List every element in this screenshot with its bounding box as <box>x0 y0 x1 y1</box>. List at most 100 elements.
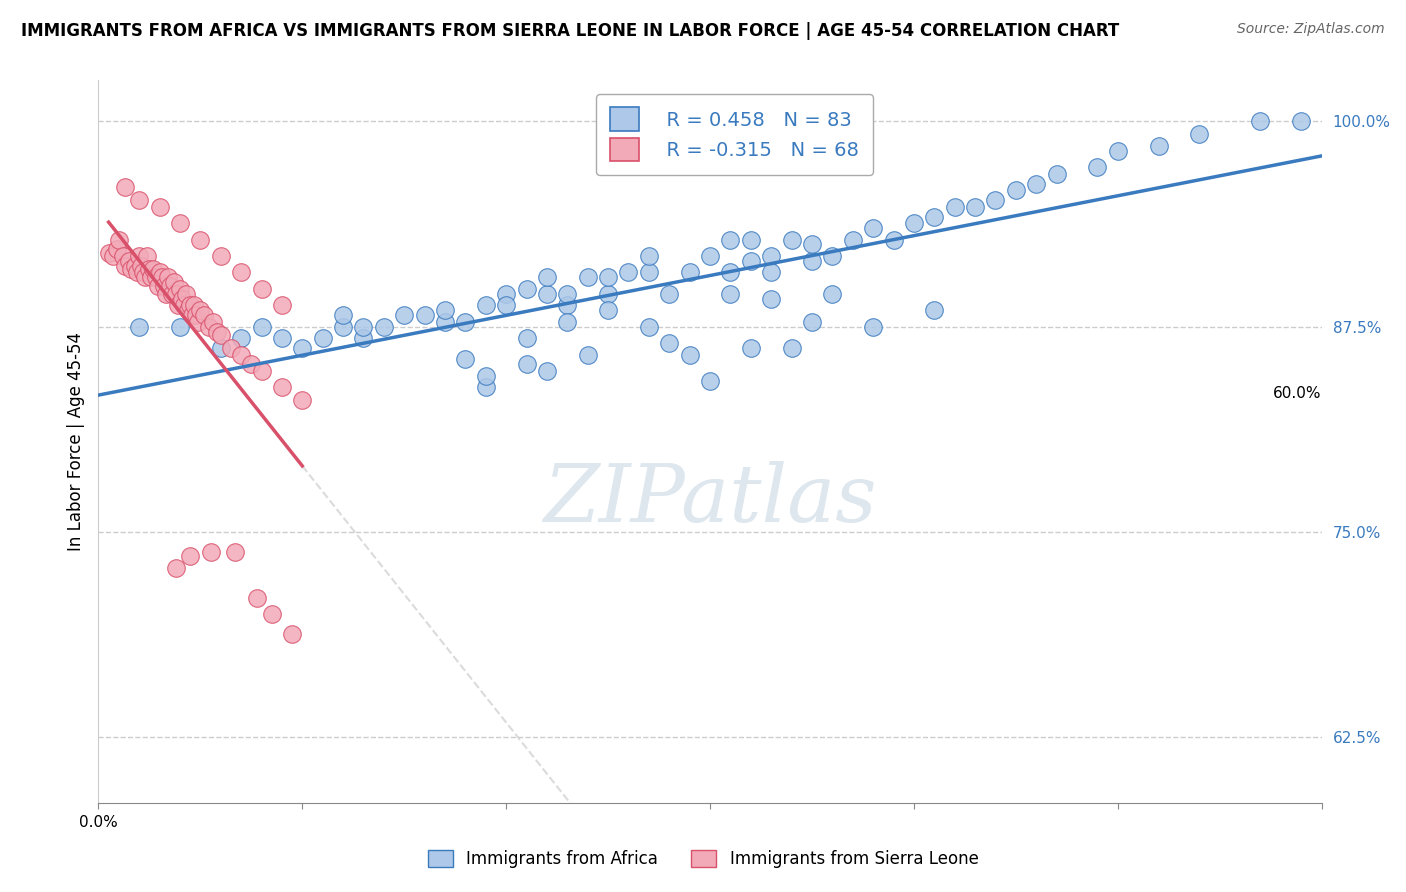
Point <box>658 286 681 301</box>
Point <box>155 286 177 301</box>
Point <box>201 315 224 329</box>
Point <box>495 286 517 301</box>
Point <box>780 233 803 247</box>
Point <box>281 626 304 640</box>
Point <box>392 308 416 322</box>
Point <box>740 233 762 247</box>
Legend:   R = 0.458   N = 83,   R = -0.315   N = 68: R = 0.458 N = 83, R = -0.315 N = 68 <box>596 94 873 175</box>
Point <box>179 549 201 564</box>
Point <box>658 336 681 351</box>
Point <box>177 303 200 318</box>
Point <box>97 245 120 260</box>
Legend: Immigrants from Africa, Immigrants from Sierra Leone: Immigrants from Africa, Immigrants from … <box>420 843 986 875</box>
Point <box>598 286 620 301</box>
Point <box>1004 183 1026 197</box>
Point <box>474 380 498 394</box>
Point <box>801 315 824 329</box>
Point <box>145 270 167 285</box>
Point <box>124 259 146 273</box>
Point <box>128 193 150 207</box>
Point <box>149 265 172 279</box>
Point <box>555 298 579 312</box>
Point <box>179 298 201 312</box>
Point <box>943 200 966 214</box>
Point <box>250 282 273 296</box>
Point <box>598 303 620 318</box>
Point <box>516 282 538 296</box>
Point <box>718 233 742 247</box>
Point <box>352 331 374 345</box>
Point <box>536 286 558 301</box>
Point <box>270 380 294 394</box>
Point <box>922 303 945 318</box>
Point <box>516 331 538 345</box>
Point <box>576 270 599 285</box>
Point <box>740 253 762 268</box>
Point <box>231 347 253 361</box>
Text: Source: ZipAtlas.com: Source: ZipAtlas.com <box>1237 22 1385 37</box>
Point <box>841 233 863 247</box>
Point <box>536 270 558 285</box>
Point <box>146 278 169 293</box>
Point <box>1025 177 1047 191</box>
Point <box>118 253 141 268</box>
Point <box>231 265 253 279</box>
Point <box>134 270 156 285</box>
Point <box>128 249 150 263</box>
Point <box>167 298 190 312</box>
Point <box>101 249 124 263</box>
Point <box>1291 114 1313 128</box>
Point <box>434 303 457 318</box>
Point <box>862 221 884 235</box>
Point <box>576 347 599 361</box>
Point <box>105 243 128 257</box>
Point <box>352 319 374 334</box>
Point <box>516 357 538 371</box>
Point <box>150 270 173 285</box>
Point <box>903 216 925 230</box>
Point <box>114 180 136 194</box>
Point <box>209 327 232 342</box>
Point <box>679 347 702 361</box>
Point <box>111 249 134 263</box>
Point <box>108 233 131 247</box>
Text: IMMIGRANTS FROM AFRICA VS IMMIGRANTS FROM SIERRA LEONE IN LABOR FORCE | AGE 45-5: IMMIGRANTS FROM AFRICA VS IMMIGRANTS FRO… <box>21 22 1119 40</box>
Point <box>862 319 884 334</box>
Point <box>801 253 824 268</box>
Point <box>821 249 844 263</box>
Point <box>250 319 273 334</box>
Point <box>761 249 783 263</box>
Point <box>138 262 160 277</box>
Point <box>761 292 783 306</box>
Point <box>173 298 195 312</box>
Point <box>617 265 640 279</box>
Point <box>761 265 783 279</box>
Point <box>169 216 191 230</box>
Point <box>922 210 945 224</box>
Point <box>209 341 232 355</box>
Point <box>699 374 721 388</box>
Point <box>637 319 661 334</box>
Point <box>128 319 150 334</box>
Point <box>474 368 498 383</box>
Point <box>188 303 212 318</box>
Point <box>801 237 824 252</box>
Point <box>149 200 172 214</box>
Point <box>718 286 742 301</box>
Point <box>495 298 517 312</box>
Point <box>740 341 762 355</box>
Point <box>127 265 149 279</box>
Point <box>187 315 209 329</box>
Point <box>165 286 187 301</box>
Point <box>174 286 197 301</box>
Point <box>205 325 228 339</box>
Point <box>984 193 1007 207</box>
Point <box>699 249 721 263</box>
Point <box>291 341 314 355</box>
Point <box>454 352 477 367</box>
Point <box>965 200 987 214</box>
Point <box>246 591 269 605</box>
Point <box>1045 167 1069 181</box>
Point <box>181 308 204 322</box>
Point <box>454 315 477 329</box>
